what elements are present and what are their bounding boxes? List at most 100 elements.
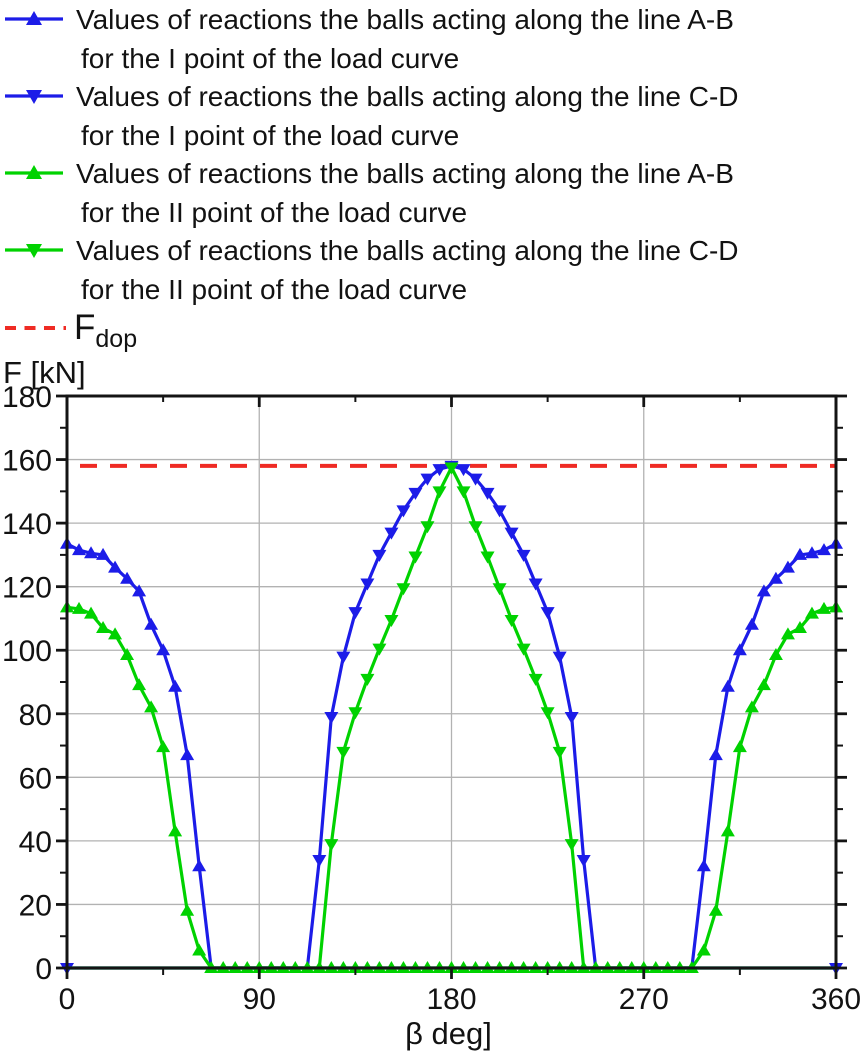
y-tick-label: 100 — [2, 635, 52, 668]
marker-down-triangle — [468, 473, 483, 486]
x-tick-label: 270 — [619, 983, 669, 1016]
y-tick-label: 0 — [35, 953, 52, 986]
marker-down-triangle — [408, 551, 423, 564]
marker-down-triangle — [480, 551, 495, 564]
marker-up-triangle — [720, 824, 735, 837]
legend-entry-ab-II: Values of reactions the balls acting alo… — [0, 155, 866, 232]
marker-down-triangle — [384, 527, 399, 540]
marker-up-triangle — [744, 617, 759, 630]
legend-label-ab-II-line2: for the II point of the load curve — [81, 196, 468, 228]
legend-marker-cd-I-icon — [5, 90, 63, 104]
marker-down-triangle — [312, 854, 327, 867]
legend-label-cd-I-line2: for the I point of the load curve — [81, 119, 460, 151]
legend-marker-cd-II-icon — [5, 244, 63, 258]
y-axis-title: F [kN] — [3, 355, 86, 390]
y-tick-label: 60 — [19, 762, 52, 795]
marker-down-triangle — [540, 707, 555, 720]
marker-up-triangle — [768, 647, 783, 660]
marker-up-triangle — [708, 903, 723, 916]
x-tick-label: 0 — [59, 983, 76, 1016]
marker-up-triangle — [72, 543, 87, 556]
x-axis-title: β deg] — [405, 1016, 492, 1051]
marker-down-triangle — [528, 673, 543, 686]
marker-down-triangle — [492, 583, 507, 596]
marker-up-triangle — [756, 584, 771, 597]
marker-down-triangle — [372, 643, 387, 656]
marker-down-triangle — [540, 607, 555, 620]
marker-down-triangle — [396, 505, 411, 518]
marker-up-triangle — [84, 546, 99, 559]
marker-down-triangle — [456, 486, 471, 499]
marker-down-triangle — [324, 711, 339, 724]
y-tick-label: 80 — [19, 699, 52, 732]
marker-down-triangle — [468, 521, 483, 534]
marker-up-triangle — [816, 601, 831, 614]
legend-label-fdop: Fdop — [74, 308, 138, 354]
marker-up-triangle — [96, 547, 111, 560]
legend-up-triangle — [26, 165, 42, 179]
plot-ticks — [56, 394, 847, 979]
marker-up-triangle — [792, 620, 807, 633]
legend-entry-fdop: Fdop — [0, 309, 866, 353]
marker-up-triangle — [132, 584, 147, 597]
y-tick-label: 160 — [2, 445, 52, 478]
marker-down-triangle — [504, 615, 519, 628]
legend-marker-ab-I-icon — [5, 11, 63, 25]
marker-down-triangle — [480, 487, 495, 500]
marker-up-triangle — [168, 679, 183, 692]
marker-up-triangle — [120, 571, 135, 584]
legend-label-ab-I-line1: Values of reactions the balls acting alo… — [76, 4, 734, 35]
marker-down-triangle — [576, 854, 591, 867]
marker-down-triangle — [396, 583, 411, 596]
marker-down-triangle — [432, 486, 447, 499]
marker-up-triangle — [180, 748, 195, 761]
x-tick-label: 180 — [426, 983, 476, 1016]
marker-down-triangle — [516, 643, 531, 656]
y-tick-label: 120 — [2, 572, 52, 605]
legend-entry-ab-I: Values of reactions the balls acting alo… — [0, 1, 866, 78]
marker-up-triangle — [144, 700, 159, 713]
marker-down-triangle — [348, 607, 363, 620]
legend-fdop-dash-icon — [5, 326, 66, 330]
marker-up-triangle — [744, 700, 759, 713]
marker-down-triangle — [552, 651, 567, 664]
marker-down-triangle — [528, 578, 543, 591]
marker-up-triangle — [792, 547, 807, 560]
x-tick-label: 90 — [243, 983, 276, 1016]
marker-up-triangle — [168, 824, 183, 837]
marker-up-triangle — [144, 617, 159, 630]
marker-down-triangle — [324, 839, 339, 852]
marker-down-triangle — [384, 615, 399, 628]
x-tick-label: 360 — [811, 983, 861, 1016]
legend-label-cd-I-line1: Values of reactions the balls acting alo… — [76, 81, 739, 112]
marker-down-triangle — [564, 711, 579, 724]
marker-down-triangle — [564, 839, 579, 852]
marker-up-triangle — [108, 560, 123, 573]
marker-down-triangle — [420, 521, 435, 534]
marker-down-triangle — [432, 464, 447, 477]
marker-down-triangle — [420, 473, 435, 486]
marker-up-triangle — [132, 678, 147, 691]
legend: Values of reactions the balls acting alo… — [0, 1, 866, 353]
marker-down-triangle — [348, 707, 363, 720]
marker-up-triangle — [84, 606, 99, 619]
marker-down-triangle — [492, 505, 507, 518]
legend-down-triangle — [26, 90, 42, 104]
legend-marker-ab-II-icon — [5, 165, 63, 179]
marker-down-triangle — [372, 549, 387, 562]
marker-up-triangle — [816, 543, 831, 556]
marker-up-triangle — [804, 606, 819, 619]
marker-up-triangle — [156, 740, 171, 753]
marker-up-triangle — [120, 647, 135, 660]
y-tick-label: 20 — [19, 889, 52, 922]
marker-up-triangle — [696, 943, 711, 956]
marker-up-triangle — [720, 679, 735, 692]
marker-up-triangle — [156, 643, 171, 656]
y-tick-label: 140 — [2, 508, 52, 541]
legend-label-ab-II-line1: Values of reactions the balls acting alo… — [76, 158, 734, 189]
marker-down-triangle — [408, 487, 423, 500]
marker-up-triangle — [180, 903, 195, 916]
marker-up-triangle — [732, 643, 747, 656]
